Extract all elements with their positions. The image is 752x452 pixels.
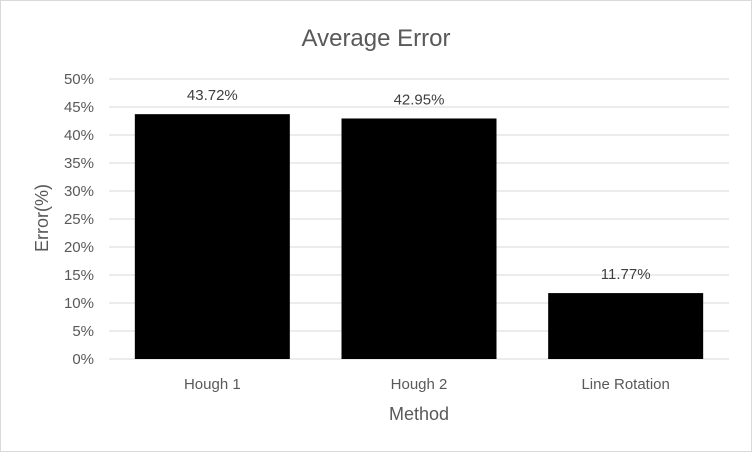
- x-tick-label: Line Rotation: [581, 376, 669, 393]
- y-tick-label: 10%: [64, 295, 94, 312]
- y-tick-label: 45%: [64, 99, 94, 116]
- y-tick-label: 50%: [64, 71, 94, 88]
- data-label: 43.72%: [187, 87, 238, 104]
- bar: [548, 293, 704, 359]
- y-tick-label: 40%: [64, 127, 94, 144]
- y-axis-title: Error(%): [32, 184, 52, 252]
- y-axis-ticks: 0% 5% 10% 15% 20% 25% 30% 35% 40% 45% 50%: [64, 71, 94, 368]
- y-tick-label: 5%: [72, 323, 94, 340]
- y-tick-label: 35%: [64, 155, 94, 172]
- bars: [134, 114, 704, 359]
- bar: [341, 118, 497, 359]
- x-axis-ticks: Hough 1 Hough 2 Line Rotation: [184, 376, 670, 393]
- chart-title: Average Error: [302, 25, 451, 52]
- data-label: 42.95%: [394, 91, 445, 108]
- y-tick-label: 0%: [72, 351, 94, 368]
- x-tick-label: Hough 2: [391, 376, 448, 393]
- y-tick-label: 20%: [64, 239, 94, 256]
- data-labels: 43.72% 42.95% 11.77%: [187, 87, 651, 283]
- x-axis-title: Method: [389, 404, 449, 424]
- y-tick-label: 25%: [64, 211, 94, 228]
- data-label: 11.77%: [601, 266, 651, 283]
- x-tick-label: Hough 1: [184, 376, 241, 393]
- y-tick-label: 30%: [64, 183, 94, 200]
- bar: [134, 114, 290, 359]
- y-tick-label: 15%: [64, 267, 94, 284]
